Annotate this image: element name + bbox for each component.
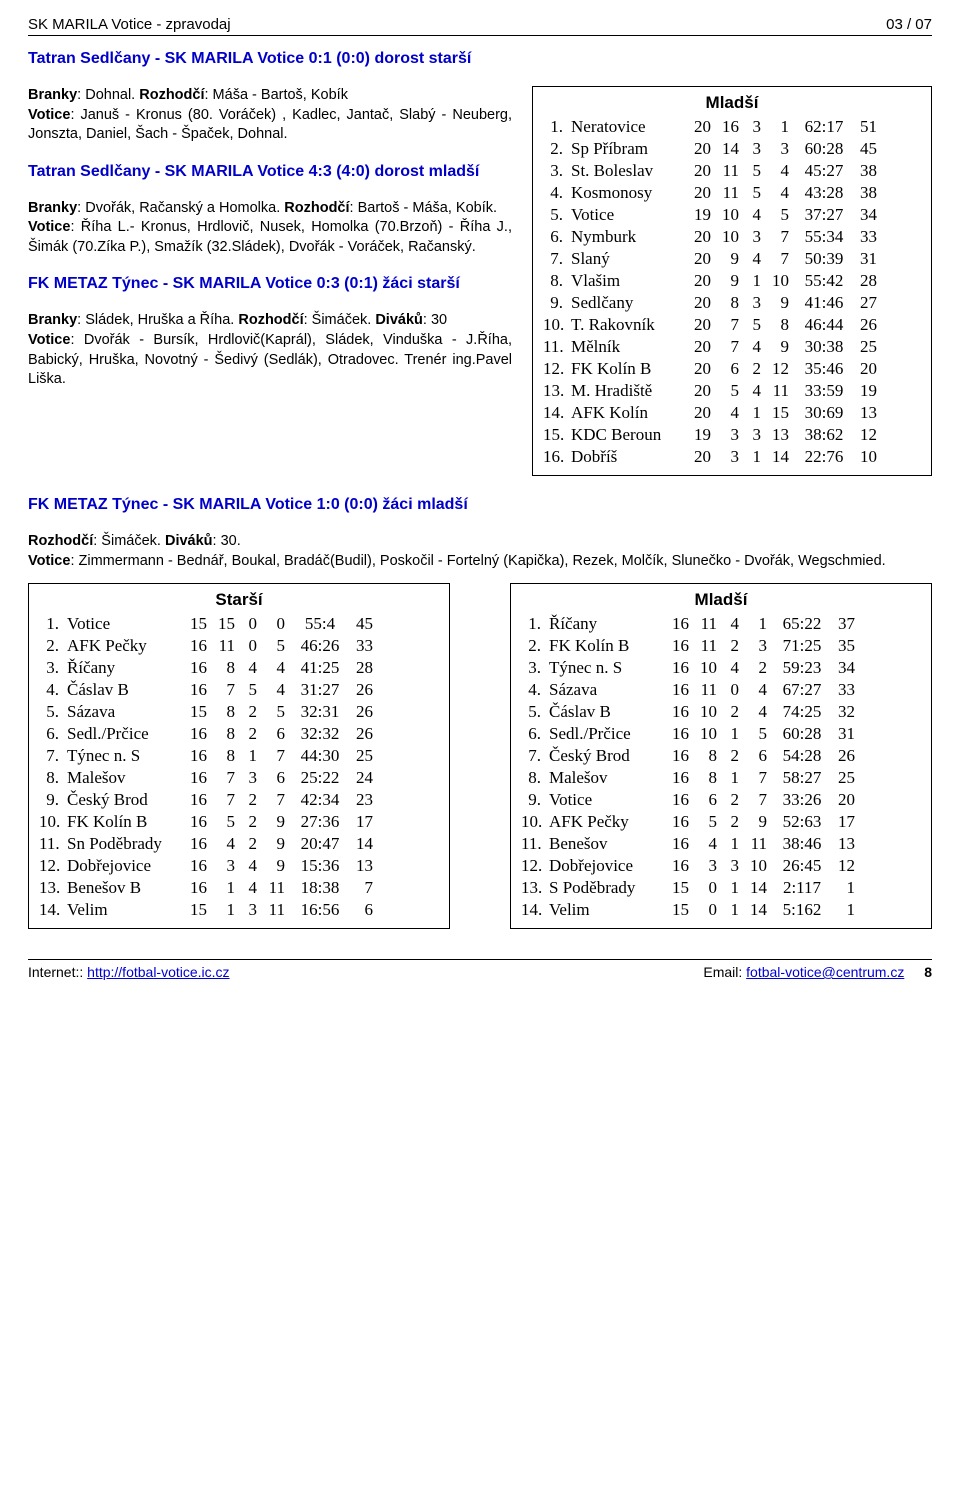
content-row-1: Branky: Dohnal. Rozhodčí: Máša - Bartoš,… xyxy=(28,86,932,476)
table-row: 4.Sázava16110467:2733 xyxy=(521,680,921,700)
table-row: 7.Týnec n. S1681744:3025 xyxy=(39,746,439,766)
table-row: 9.Český Brod1672742:3423 xyxy=(39,790,439,810)
email-link[interactable]: fotbal-votice@centrum.cz xyxy=(746,964,904,980)
site-link[interactable]: http://fotbal-votice.ic.cz xyxy=(87,964,229,980)
footer-left: Internet:: http://fotbal-votice.ic.cz xyxy=(28,964,230,980)
table-row: 1.Votice15150055:445 xyxy=(39,614,439,634)
table-row: 14.AFK Kolín20411530:6913 xyxy=(543,403,921,423)
table-row: 13.Benešov B16141118:387 xyxy=(39,878,439,898)
page-footer: Internet:: http://fotbal-votice.ic.cz Em… xyxy=(28,959,932,980)
table-row: 11.Benešov16411138:4613 xyxy=(521,834,921,854)
match1-para: Branky: Dohnal. Rozhodčí: Máša - Bartoš,… xyxy=(28,86,512,145)
table-row: 2.Sp Příbram20143360:2845 xyxy=(543,139,921,159)
match2-title: Tatran Sedlčany - SK MARILA Votice 4:3 (… xyxy=(28,163,512,181)
table-row: 11.Sn Poděbrady1642920:4714 xyxy=(39,834,439,854)
table-row: 1.Neratovice20163162:1751 xyxy=(543,117,921,137)
match3-para: Branky: Sládek, Hruška a Říha. Rozhodčí:… xyxy=(28,311,512,389)
tables-row-bottom: Starší 1.Votice15150055:4452.AFK Pečky16… xyxy=(28,583,932,929)
table-row: 4.Čáslav B1675431:2726 xyxy=(39,680,439,700)
page-header: SK MARILA Votice - zpravodaj 03 / 07 xyxy=(28,16,932,36)
table-row: 2.FK Kolín B16112371:2535 xyxy=(521,636,921,656)
header-left: SK MARILA Votice - zpravodaj xyxy=(28,16,231,33)
table-row: 12.FK Kolín B20621235:4620 xyxy=(543,359,921,379)
table-row: 13.S Poděbrady1501142:1171 xyxy=(521,878,921,898)
header-right: 03 / 07 xyxy=(886,16,932,33)
table-title: Mladší xyxy=(521,590,921,610)
table-row: 8.Vlašim20911055:4228 xyxy=(543,271,921,291)
table-row: 14.Velim15131116:566 xyxy=(39,900,439,920)
table-row: 10.T. Rakovník2075846:4426 xyxy=(543,315,921,335)
table-row: 12.Dobřejovice16331026:4512 xyxy=(521,856,921,876)
table-row: 9.Sedlčany2083941:4627 xyxy=(543,293,921,313)
table-row: 4.Kosmonosy20115443:2838 xyxy=(543,183,921,203)
table-row: 3.St. Boleslav20115445:2738 xyxy=(543,161,921,181)
table-row: 6.Sedl./Prčice16101560:2831 xyxy=(521,724,921,744)
table-row: 14.Velim1501145:1621 xyxy=(521,900,921,920)
right-column: Mladší 1.Neratovice20163162:17512.Sp Pří… xyxy=(532,86,932,476)
table-row: 3.Říčany1684441:2528 xyxy=(39,658,439,678)
table-row: 11.Mělník2074930:3825 xyxy=(543,337,921,357)
match1-title: Tatran Sedlčany - SK MARILA Votice 0:1 (… xyxy=(28,50,932,68)
table-row: 7.Český Brod1682654:2826 xyxy=(521,746,921,766)
table-row: 9.Votice1662733:2620 xyxy=(521,790,921,810)
table-title: Mladší xyxy=(543,93,921,113)
table-row: 8.Malešov1673625:2224 xyxy=(39,768,439,788)
table-row: 10.AFK Pečky1652952:6317 xyxy=(521,812,921,832)
match2-para: Branky: Dvořák, Račanský a Homolka. Rozh… xyxy=(28,199,512,258)
table-row: 5.Votice19104537:2734 xyxy=(543,205,921,225)
table-row: 8.Malešov1681758:2725 xyxy=(521,768,921,788)
table-row: 5.Čáslav B16102474:2532 xyxy=(521,702,921,722)
table-row: 5.Sázava1582532:3126 xyxy=(39,702,439,722)
table-mladsi-bottom: Mladší 1.Říčany16114165:22372.FK Kolín B… xyxy=(510,583,932,929)
table-row: 2.AFK Pečky16110546:2633 xyxy=(39,636,439,656)
table-row: 6.Nymburk20103755:3433 xyxy=(543,227,921,247)
page-number: 8 xyxy=(924,964,932,980)
table-row: 12.Dobřejovice1634915:3613 xyxy=(39,856,439,876)
table-row: 6.Sedl./Prčice1682632:3226 xyxy=(39,724,439,744)
table-row: 15.KDC Beroun19331338:6212 xyxy=(543,425,921,445)
table-row: 10.FK Kolín B1652927:3617 xyxy=(39,812,439,832)
match4-title: FK METAZ Týnec - SK MARILA Votice 1:0 (0… xyxy=(28,496,932,514)
match4-para: Rozhodčí: Šimáček. Diváků: 30. Votice: Z… xyxy=(28,532,932,571)
table-row: 16.Dobříš20311422:7610 xyxy=(543,447,921,467)
table-row: 7.Slaný2094750:3931 xyxy=(543,249,921,269)
table-title: Starší xyxy=(39,590,439,610)
left-column: Branky: Dohnal. Rozhodčí: Máša - Bartoš,… xyxy=(28,86,512,476)
table-starsi: Starší 1.Votice15150055:4452.AFK Pečky16… xyxy=(28,583,450,929)
footer-right: Email: fotbal-votice@centrum.cz 8 xyxy=(703,964,932,980)
table-row: 3.Týnec n. S16104259:2334 xyxy=(521,658,921,678)
table-row: 13.M. Hradiště20541133:5919 xyxy=(543,381,921,401)
table-mladsi-top: Mladší 1.Neratovice20163162:17512.Sp Pří… xyxy=(532,86,932,476)
table-row: 1.Říčany16114165:2237 xyxy=(521,614,921,634)
match3-title: FK METAZ Týnec - SK MARILA Votice 0:3 (0… xyxy=(28,275,512,293)
